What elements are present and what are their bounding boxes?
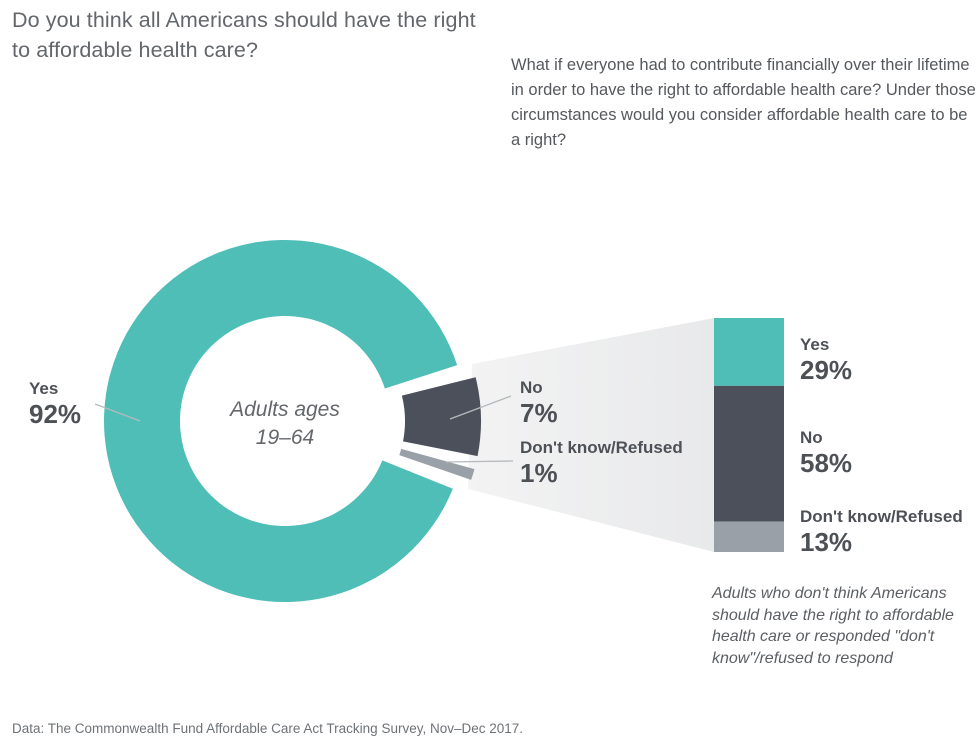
chart-title: Do you think all Americans should have t… (12, 8, 476, 62)
bar-label-no-pct: 58% (800, 448, 853, 478)
bar-label-yes-pct: 29% (800, 355, 853, 385)
donut-center-label: Adults ages 19–64 (165, 396, 405, 452)
bar-segment-don-t-know-refused (714, 521, 784, 552)
breakout-beam (468, 318, 714, 552)
bar-segment-no (714, 385, 784, 522)
donut-label-no: No 7% (520, 377, 558, 428)
bar-label-no-name: No (800, 428, 823, 447)
bar-label-dont-know-pct: 13% (800, 527, 853, 557)
donut-segment-no (401, 377, 481, 457)
bar-label-yes-name: Yes (800, 335, 830, 354)
donut-label-dont-know-pct: 1% (520, 458, 558, 488)
donut-center-label-line1: Adults ages (230, 398, 340, 421)
donut-label-yes-name: Yes (29, 379, 59, 398)
bar-label-dont-know: Don't know/Refused 13% (800, 506, 963, 557)
donut-label-yes-pct: 92% (29, 399, 82, 429)
data-source: Data: The Commonwealth Fund Affordable C… (12, 721, 524, 736)
donut-label-dont-know: Don't know/Refused 1% (520, 437, 683, 488)
bar-label-dont-know-name: Don't know/Refused (800, 507, 963, 526)
breakout-note: Adults who don't think Americans should … (712, 585, 954, 667)
donut-segment-don-t-know-refused (399, 448, 475, 480)
bar-label-no: No 58% (800, 427, 852, 478)
followup-question: What if everyone had to contribute finan… (511, 56, 976, 149)
donut-label-no-name: No (520, 378, 543, 397)
connector-line-no (449, 395, 512, 420)
connector-line-dont-know (445, 460, 514, 463)
donut-label-yes: Yes 92% (29, 378, 81, 429)
bar-segment-yes (714, 318, 784, 386)
donut-label-dont-know-name: Don't know/Refused (520, 438, 683, 457)
donut-center-label-line2: 19–64 (255, 426, 315, 449)
donut-label-no-pct: 7% (520, 398, 558, 428)
bar-label-yes: Yes 29% (800, 334, 852, 385)
donut-segment-yes (103, 240, 458, 603)
connector-line-yes (94, 403, 141, 422)
